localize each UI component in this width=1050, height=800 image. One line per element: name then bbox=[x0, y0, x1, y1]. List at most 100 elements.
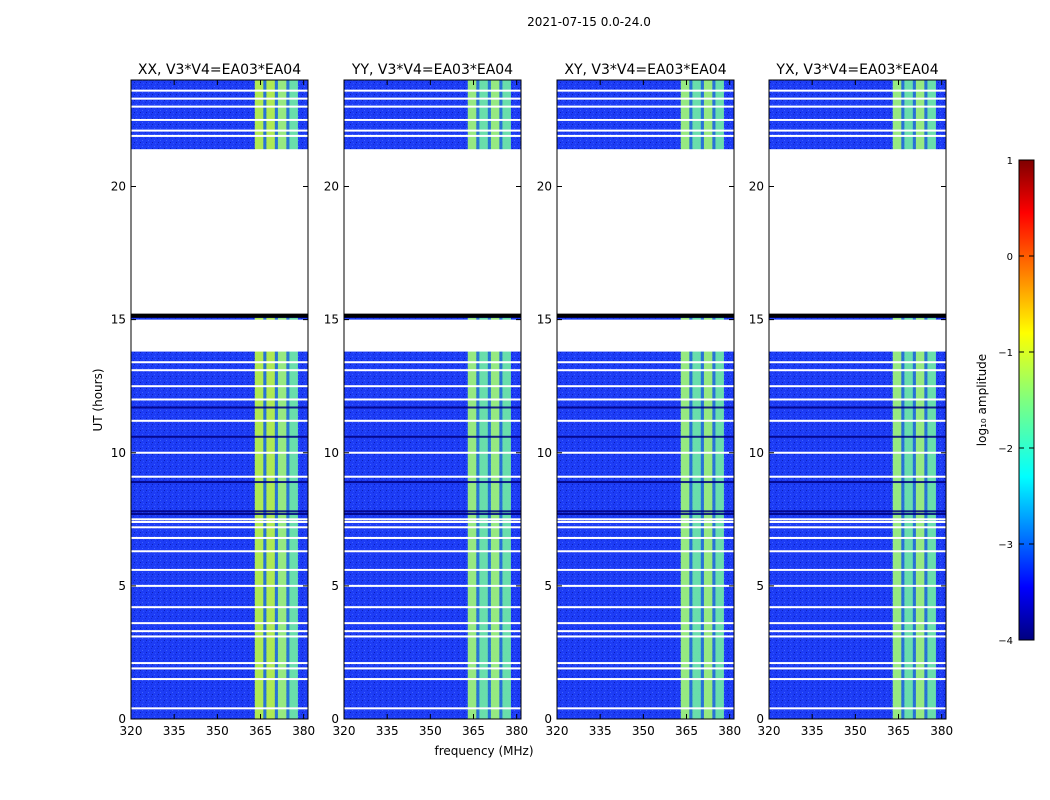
flag-line bbox=[557, 635, 734, 638]
flag-line bbox=[557, 134, 734, 137]
flag-line bbox=[769, 89, 946, 92]
flag-line bbox=[769, 667, 946, 670]
y-tick-label: 5 bbox=[756, 579, 764, 593]
dark-line bbox=[557, 406, 734, 409]
colorbar-tick-label: −4 bbox=[998, 636, 1013, 647]
y-tick-label: 5 bbox=[544, 579, 552, 593]
flag-line bbox=[769, 134, 946, 137]
dark-line bbox=[131, 406, 308, 409]
colorbar-tick-label: −1 bbox=[998, 348, 1013, 359]
x-tick-label: 365 bbox=[462, 724, 485, 738]
flag-line bbox=[769, 97, 946, 100]
flag-line bbox=[557, 398, 734, 401]
flag-line bbox=[131, 550, 308, 553]
x-tick-label: 380 bbox=[930, 724, 953, 738]
flag-line bbox=[344, 129, 521, 132]
x-tick-label: 380 bbox=[505, 724, 528, 738]
panel-title: XY, V3*V4=EA03*EA04 bbox=[564, 62, 726, 78]
flag-line bbox=[557, 520, 734, 523]
x-tick-label: 380 bbox=[718, 724, 741, 738]
y-tick-label: 20 bbox=[111, 180, 126, 194]
data-gap bbox=[557, 149, 734, 315]
dark-line bbox=[131, 435, 308, 438]
colorbar-tick-label: 0 bbox=[1007, 252, 1013, 263]
y-tick-label: 15 bbox=[324, 313, 339, 327]
flag-line bbox=[344, 667, 521, 670]
flag-line bbox=[557, 419, 734, 422]
flag-line bbox=[131, 667, 308, 670]
dark-line bbox=[557, 481, 734, 484]
y-tick-label: 10 bbox=[111, 446, 126, 460]
flag-line bbox=[344, 606, 521, 609]
dark-line bbox=[344, 512, 521, 515]
y-tick-label: 15 bbox=[749, 313, 764, 327]
flag-line bbox=[131, 419, 308, 422]
x-tick-label: 320 bbox=[333, 724, 356, 738]
flag-line bbox=[131, 361, 308, 364]
y-tick-label: 5 bbox=[118, 579, 126, 593]
y-tick-label: 0 bbox=[544, 712, 552, 726]
panel-3: XY, V3*V4=EA03*EA04 320 335 350 365 380 0 5 10 15… bbox=[537, 62, 741, 738]
y-tick-label: 20 bbox=[324, 180, 339, 194]
flag-line bbox=[344, 520, 521, 523]
flag-line bbox=[769, 622, 946, 625]
data-gap bbox=[769, 149, 946, 315]
flag-line bbox=[557, 369, 734, 372]
dark-line bbox=[344, 510, 521, 513]
x-tick-label: 320 bbox=[758, 724, 781, 738]
panel-title: YX, V3*V4=EA03*EA04 bbox=[775, 62, 938, 78]
dark-line bbox=[557, 435, 734, 438]
dark-line bbox=[769, 510, 946, 513]
flag-line bbox=[131, 134, 308, 137]
colorbar: 1 0 −1 −2 −3 −4 log₁₀ amplitude bbox=[975, 156, 1035, 647]
y-tick-label: 10 bbox=[324, 446, 339, 460]
y-tick-label: 20 bbox=[537, 180, 552, 194]
flag-line bbox=[769, 568, 946, 571]
y-axis-label: UT (hours) bbox=[91, 368, 105, 431]
colorbar-gradient bbox=[1018, 159, 1035, 641]
flag-line bbox=[769, 361, 946, 364]
panel-title: YY, V3*V4=EA03*EA04 bbox=[351, 62, 513, 78]
flag-line bbox=[557, 451, 734, 454]
flag-line bbox=[131, 520, 308, 523]
panels-group: XX, V3*V4=EA03*EA04 320 335 350 365 380 0 5 10 15… bbox=[111, 62, 953, 738]
flag-line bbox=[344, 662, 521, 665]
flag-line bbox=[557, 526, 734, 529]
gap-boundary-line bbox=[769, 313, 946, 318]
flag-line bbox=[131, 475, 308, 478]
y-tick-label: 15 bbox=[111, 313, 126, 327]
flag-line bbox=[769, 536, 946, 539]
x-tick-label: 350 bbox=[844, 724, 867, 738]
dark-line bbox=[557, 512, 734, 515]
panel-frame bbox=[768, 79, 947, 720]
dark-line bbox=[131, 510, 308, 513]
flag-line bbox=[769, 118, 946, 121]
flag-line bbox=[344, 630, 521, 633]
flag-line bbox=[131, 451, 308, 454]
flag-line bbox=[769, 635, 946, 638]
y-tick-label: 0 bbox=[118, 712, 126, 726]
flag-line bbox=[131, 707, 308, 710]
flag-line bbox=[557, 662, 734, 665]
figure-title: 2021-07-15 0.0-24.0 bbox=[527, 15, 651, 29]
flag-line bbox=[344, 707, 521, 710]
flag-line bbox=[131, 398, 308, 401]
flag-line bbox=[344, 635, 521, 638]
flag-line bbox=[769, 662, 946, 665]
flag-line bbox=[131, 678, 308, 681]
flag-line bbox=[557, 118, 734, 121]
flag-line bbox=[131, 105, 308, 108]
flag-line bbox=[344, 419, 521, 422]
flag-line bbox=[131, 526, 308, 529]
data-gap bbox=[557, 319, 734, 352]
flag-line bbox=[344, 568, 521, 571]
y-tick-label: 15 bbox=[537, 313, 552, 327]
flag-line bbox=[557, 105, 734, 108]
flag-line bbox=[557, 622, 734, 625]
dark-line bbox=[557, 510, 734, 513]
flag-line bbox=[131, 584, 308, 587]
gap-boundary-line bbox=[131, 313, 308, 318]
x-axis-label: frequency (MHz) bbox=[434, 744, 533, 758]
flag-line bbox=[344, 369, 521, 372]
flag-line bbox=[131, 536, 308, 539]
